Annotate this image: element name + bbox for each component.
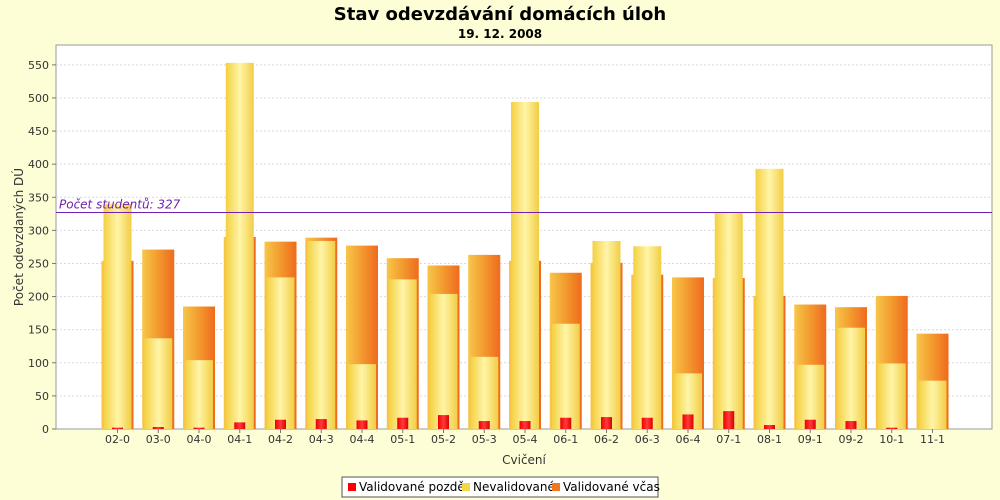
x-tick-label: 06-1 [553, 433, 578, 446]
legend-label-unvalidated: Nevalidované [473, 480, 555, 494]
bar-unvalidated [185, 360, 213, 429]
y-tick-label: 0 [42, 423, 49, 436]
bar-validated-late [723, 411, 735, 429]
bar-unvalidated [511, 101, 539, 429]
legend-label-late: Validované pozdě [359, 480, 465, 494]
x-tick-label: 04-3 [309, 433, 334, 446]
bar-unvalidated [877, 363, 906, 429]
bar-validated-late [764, 425, 775, 429]
x-axis-ticks: 02-0 03-0 04-0 04-1 04-2 04-3 04-4 05-1 05-2 05-3… [105, 429, 945, 446]
bar-unvalidated [633, 246, 662, 429]
y-tick-label: 300 [28, 224, 49, 237]
y-tick-label: 150 [28, 324, 49, 337]
bar-unvalidated [470, 356, 499, 429]
bar-unvalidated [266, 277, 295, 429]
bar-unvalidated [348, 364, 376, 429]
bar-unvalidated [592, 240, 621, 429]
y-tick-label: 250 [28, 257, 49, 270]
bar-unvalidated [144, 338, 173, 429]
y-tick-label: 50 [35, 390, 49, 403]
x-tick-label: 05-4 [513, 433, 538, 446]
bar-unvalidated [837, 327, 865, 429]
bar-validated-late [152, 427, 164, 429]
x-tick-label: 05-3 [472, 433, 497, 446]
bars [101, 62, 949, 430]
bar-validated-late [438, 415, 449, 429]
reference-line: Počet studentů: 327 [56, 198, 992, 214]
bar-validated-late [886, 427, 898, 429]
y-tick-label: 400 [28, 158, 49, 171]
bar-unvalidated [796, 364, 825, 429]
x-tick-label: 06-4 [676, 433, 701, 446]
x-axis-label: Cvičení [502, 453, 546, 467]
legend-label-ontime: Validované včas [563, 480, 660, 494]
x-tick-label: 04-0 [187, 433, 212, 446]
y-axis-label: Počet odevzdaných DÚ [11, 168, 26, 306]
bar-unvalidated [307, 240, 336, 429]
bar-validated-late [275, 419, 286, 429]
x-tick-label: 04-1 [227, 433, 252, 446]
x-tick-label: 06-2 [594, 433, 619, 446]
x-tick-label: 07-1 [716, 433, 741, 446]
bar-validated-late [601, 417, 612, 429]
legend: Validované pozdě Nevalidované Validované… [341, 476, 660, 498]
y-tick-label: 350 [28, 191, 49, 204]
student-count-label: Počet studentů: 327 [59, 198, 181, 212]
x-tick-label: 08-1 [757, 433, 782, 446]
bar-validated-late [845, 421, 857, 429]
bar-unvalidated [551, 323, 580, 429]
y-tick-label: 550 [28, 59, 49, 72]
bar-unvalidated [918, 380, 947, 429]
bar-validated-late [112, 427, 123, 429]
x-tick-label: 05-2 [431, 433, 456, 446]
x-tick-label: 02-0 [105, 433, 130, 446]
y-tick-label: 450 [28, 125, 49, 138]
bar-unvalidated [755, 168, 784, 430]
bar-unvalidated [225, 62, 254, 430]
bar-validated-late [193, 427, 205, 429]
x-tick-label: 04-2 [268, 433, 293, 446]
chart-subtitle: 19. 12. 2008 [458, 27, 542, 41]
x-tick-label: 05-1 [390, 433, 415, 446]
x-tick-label: 11-1 [920, 433, 945, 446]
y-axis-ticks: 0 50 100 150 200 250 300 350 400 450 500 550 [28, 59, 56, 436]
legend-swatch-late [348, 483, 356, 491]
x-tick-label: 03-0 [146, 433, 171, 446]
legend-swatch-unvalidated [462, 483, 470, 491]
bar-validated-late [519, 421, 531, 429]
bar-validated-late [641, 417, 653, 429]
x-tick-label: 10-1 [879, 433, 904, 446]
bar-unvalidated [714, 212, 743, 429]
bar-validated-late [804, 419, 816, 429]
bar-validated-late [234, 422, 246, 429]
bar-unvalidated [103, 203, 132, 429]
x-tick-label: 09-2 [839, 433, 864, 446]
y-tick-label: 500 [28, 92, 49, 105]
bar-unvalidated [429, 293, 458, 429]
y-tick-label: 100 [28, 357, 49, 370]
bar-validated-late [397, 417, 409, 429]
chart-title: Stav odevzdávání domácích úloh [334, 4, 666, 25]
x-tick-label: 04-4 [350, 433, 375, 446]
legend-swatch-ontime [552, 483, 560, 491]
bar-validated-late [560, 417, 572, 429]
bar-validated-late [478, 421, 490, 429]
bar-validated-late [315, 419, 327, 429]
bar-unvalidated [388, 279, 417, 429]
bar-validated-late [356, 420, 368, 429]
x-tick-label: 06-3 [635, 433, 660, 446]
y-tick-label: 200 [28, 291, 49, 304]
bar-validated-late [682, 414, 694, 429]
legend-box [341, 476, 659, 498]
x-tick-label: 09-1 [798, 433, 823, 446]
